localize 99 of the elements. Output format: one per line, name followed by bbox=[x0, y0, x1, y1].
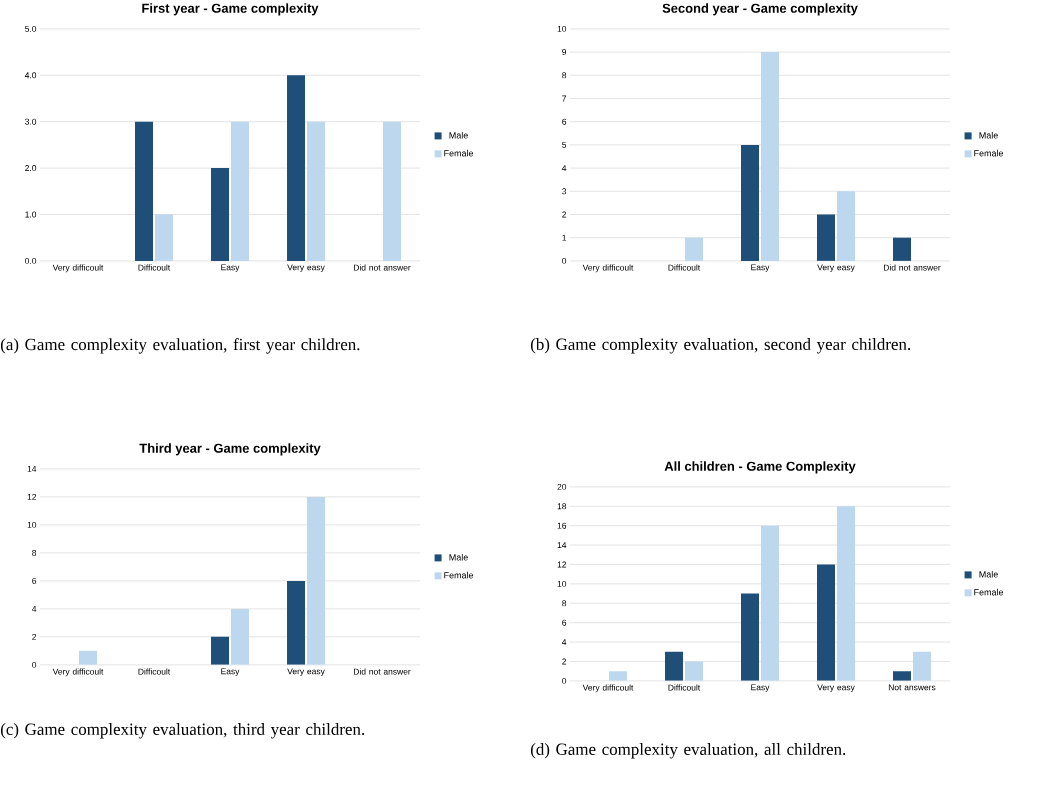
legend-label: Male bbox=[449, 553, 468, 561]
y-tick-label: 1.0 bbox=[25, 211, 37, 218]
y-tick-label: 2.0 bbox=[25, 165, 37, 172]
x-tick-label: Very easy bbox=[287, 668, 325, 677]
y-tick-label: 8 bbox=[562, 72, 567, 79]
bar bbox=[135, 121, 154, 261]
legend-label: Male bbox=[449, 131, 468, 139]
x-tick-label: Did not answer bbox=[353, 264, 411, 271]
x-tick-label: Did not answer bbox=[883, 264, 941, 271]
y-tick-label: 1 bbox=[562, 234, 567, 241]
y-tick-label: 0 bbox=[562, 677, 567, 684]
x-tick-label: Not answers bbox=[888, 684, 936, 691]
x-tick-label: Difficoult bbox=[668, 684, 701, 691]
y-tick-label: 4 bbox=[561, 165, 567, 172]
chart-title: All children - Game Complexity bbox=[664, 461, 856, 474]
chart-title: Second year - Game complexity bbox=[662, 3, 858, 16]
bar bbox=[665, 651, 684, 681]
bar bbox=[913, 651, 931, 681]
y-tick-label: 6 bbox=[562, 118, 567, 125]
y-tick-label: 0 bbox=[32, 661, 37, 668]
bar bbox=[761, 52, 779, 261]
y-tick-label: 0 bbox=[562, 257, 567, 264]
bar bbox=[155, 214, 173, 261]
y-tick-label: 0.0 bbox=[25, 257, 37, 264]
bar bbox=[307, 121, 325, 261]
bar bbox=[211, 636, 230, 665]
bar bbox=[741, 144, 760, 261]
text: (a) Game complexity evaluation, first year children. bbox=[0, 338, 360, 354]
x-tick-label: Easy bbox=[221, 264, 240, 273]
bar bbox=[231, 121, 250, 261]
y-tick-label: 5 bbox=[562, 141, 567, 148]
y-tick-label: 3 bbox=[562, 188, 567, 195]
bar bbox=[817, 564, 836, 681]
y-tick-label: 6 bbox=[32, 577, 37, 584]
y-tick-label: 20 bbox=[557, 483, 567, 490]
x-tick-label: Very difficoult bbox=[582, 264, 634, 273]
y-tick-label: 5.0 bbox=[25, 25, 37, 32]
y-tick-label: 2 bbox=[562, 658, 567, 665]
x-tick-label: Easy bbox=[751, 684, 770, 693]
y-tick-label: 12 bbox=[557, 561, 567, 568]
x-tick-label: Difficoult bbox=[668, 264, 701, 271]
x-tick-label: Very difficoult bbox=[582, 684, 634, 693]
y-tick-label: 10 bbox=[27, 521, 37, 528]
bar bbox=[741, 593, 760, 681]
x-tick-label: Very difficoult bbox=[52, 264, 104, 273]
y-tick-label: 2 bbox=[32, 633, 37, 640]
bar bbox=[79, 650, 97, 665]
bar bbox=[211, 168, 230, 261]
bar bbox=[685, 661, 703, 681]
y-tick-label: 3.0 bbox=[25, 118, 37, 125]
y-tick-label: 18 bbox=[557, 503, 567, 510]
chart-title: Third year - Game complexity bbox=[139, 443, 321, 456]
x-tick-label: Did not answer bbox=[353, 668, 411, 675]
y-tick-label: 8 bbox=[562, 600, 567, 607]
bar bbox=[761, 525, 779, 681]
y-tick-label: 14 bbox=[557, 542, 567, 549]
x-tick-label: Very easy bbox=[287, 264, 325, 273]
y-tick-label: 4.0 bbox=[24, 72, 37, 79]
bar bbox=[837, 191, 855, 261]
y-tick-label: 2 bbox=[562, 211, 567, 218]
text: (d) Game complexity evaluation, all children. bbox=[530, 743, 846, 759]
y-tick-label: 12 bbox=[27, 493, 37, 500]
bar bbox=[893, 237, 912, 261]
x-tick-label: Easy bbox=[221, 668, 240, 677]
bar bbox=[817, 214, 836, 261]
bar bbox=[307, 496, 325, 665]
legend-label: Male bbox=[979, 570, 998, 578]
x-tick-label: Easy bbox=[751, 264, 770, 273]
bar bbox=[609, 671, 627, 681]
chart-title: First year - Game complexity bbox=[142, 3, 319, 16]
text: (b) Game complexity evaluation, second year children. bbox=[530, 338, 911, 354]
legend-label: Female bbox=[444, 571, 474, 579]
bar bbox=[231, 608, 250, 665]
x-tick-label: Difficoult bbox=[138, 668, 171, 675]
y-tick-label: 9 bbox=[562, 49, 567, 56]
y-tick-label: 8 bbox=[32, 549, 37, 556]
y-tick-label: 10 bbox=[557, 580, 567, 587]
x-tick-label: Very easy bbox=[817, 684, 855, 693]
y-tick-label: 14 bbox=[27, 466, 37, 472]
bar bbox=[287, 75, 306, 261]
y-tick-label: 6 bbox=[562, 619, 567, 626]
bar bbox=[837, 506, 855, 681]
legend-label: Female bbox=[974, 588, 1004, 596]
text: (c) Game complexity evaluation, third year children. bbox=[0, 723, 365, 739]
legend-label: Male bbox=[979, 131, 998, 139]
bar bbox=[685, 237, 703, 261]
y-tick-label: 10 bbox=[557, 25, 567, 32]
x-tick-label: Very easy bbox=[817, 264, 855, 273]
y-tick-label: 4 bbox=[561, 639, 567, 646]
y-tick-label: 7 bbox=[562, 95, 567, 102]
x-tick-label: Very difficoult bbox=[52, 668, 104, 677]
y-tick-label: 16 bbox=[557, 522, 567, 529]
legend-label: Female bbox=[974, 149, 1004, 157]
x-tick-label: Difficoult bbox=[138, 264, 171, 271]
bar bbox=[893, 671, 912, 681]
y-tick-label: 4 bbox=[31, 606, 37, 612]
bar bbox=[287, 580, 306, 665]
bar bbox=[383, 121, 401, 261]
legend-label: Female bbox=[444, 149, 474, 157]
